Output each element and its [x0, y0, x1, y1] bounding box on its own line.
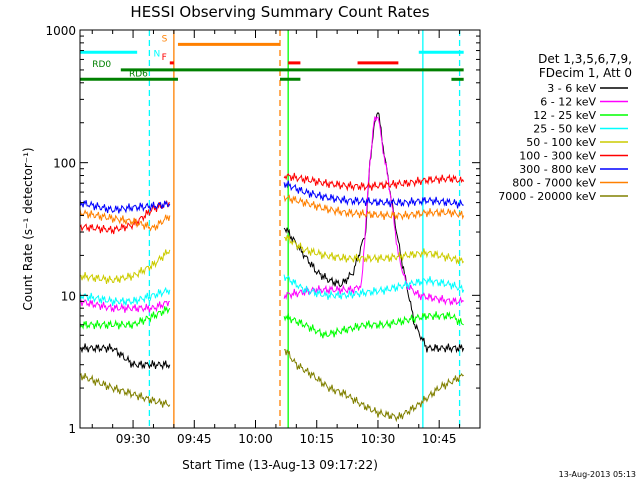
- x-tick-label-3: 10:15: [299, 432, 334, 446]
- flag-label-rd0: RD0: [92, 60, 111, 70]
- series-line-2-part-0: [79, 306, 171, 330]
- series-line-4-part-1: [284, 235, 465, 265]
- y-tick-label-1: 10: [61, 289, 76, 303]
- y-axis-label: Count Rate (s⁻¹ detector⁻¹): [21, 147, 35, 310]
- x-axis-label: Start Time (13-Aug-13 09:17:22): [182, 458, 378, 472]
- x-tick-label-4: 10:30: [361, 432, 396, 446]
- x-tick-label-0: 09:30: [116, 432, 151, 446]
- series-line-3-part-1: [283, 274, 465, 300]
- series-line-6-part-1: [283, 180, 464, 209]
- series-line-7-part-0: [79, 208, 171, 232]
- legend-entry-1: 6 - 12 keV: [540, 96, 596, 109]
- flag-label-rd6: RD6: [129, 69, 148, 79]
- y-tick-label-3: 1000: [45, 24, 76, 38]
- footer-timestamp: 13-Aug-2013 05:13: [559, 470, 636, 479]
- series-line-8-part-0: [79, 372, 171, 408]
- series-line-4-part-0: [79, 249, 171, 285]
- y-tick-label-0: 1: [68, 422, 76, 436]
- series-line-7-part-1: [283, 194, 465, 221]
- legend-entry-4: 50 - 100 keV: [526, 136, 596, 149]
- x-tick-label-1: 09:45: [177, 432, 212, 446]
- x-tick-label-5: 10:45: [422, 432, 457, 446]
- flag-label-s: S: [162, 34, 168, 44]
- legend-header-line-0: Det 1,3,5,6,7,9,: [538, 52, 632, 66]
- series-line-0-part-0: [79, 343, 171, 371]
- legend-entry-3: 25 - 50 keV: [533, 123, 596, 136]
- series-line-6-part-0: [79, 199, 171, 214]
- chart-title: HESSI Observing Summary Count Rates: [130, 3, 429, 21]
- x-tick-label-2: 10:00: [238, 432, 273, 446]
- data-layer: NSF RD0 RD6: [79, 30, 465, 428]
- legend-entry-2: 12 - 25 keV: [533, 109, 596, 122]
- flag-label-n: N: [153, 49, 160, 59]
- series-line-8-part-1: [283, 348, 464, 423]
- legend-entry-6: 300 - 800 keV: [519, 163, 596, 176]
- series-line-5-part-1: [283, 172, 465, 192]
- legend-entry-7: 800 - 7000 keV: [512, 177, 596, 190]
- legend-header: Det 1,3,5,6,7,9,FDecim 1, Att 0: [538, 52, 632, 80]
- plot-frame: [79, 29, 481, 429]
- series-line-5-part-0: [79, 199, 170, 235]
- legend-entry-8: 7000 - 20000 keV: [498, 190, 596, 203]
- y-tick-label-2: 100: [53, 157, 76, 171]
- flag-label-f: F: [162, 53, 167, 63]
- series-line-2-part-1: [283, 311, 464, 339]
- legend-entry-0: 3 - 6 keV: [547, 82, 596, 95]
- legend-header-line-1: FDecim 1, Att 0: [539, 66, 632, 80]
- series-line-3-part-0: [79, 286, 171, 306]
- series-line-1-part-0: [79, 298, 170, 313]
- axes-layer: 1 10 100 1000 09:30 09:45 10:00 10:15 10:30 10:45: [45, 24, 481, 446]
- legend-entry-5: 100 - 300 keV: [519, 150, 596, 163]
